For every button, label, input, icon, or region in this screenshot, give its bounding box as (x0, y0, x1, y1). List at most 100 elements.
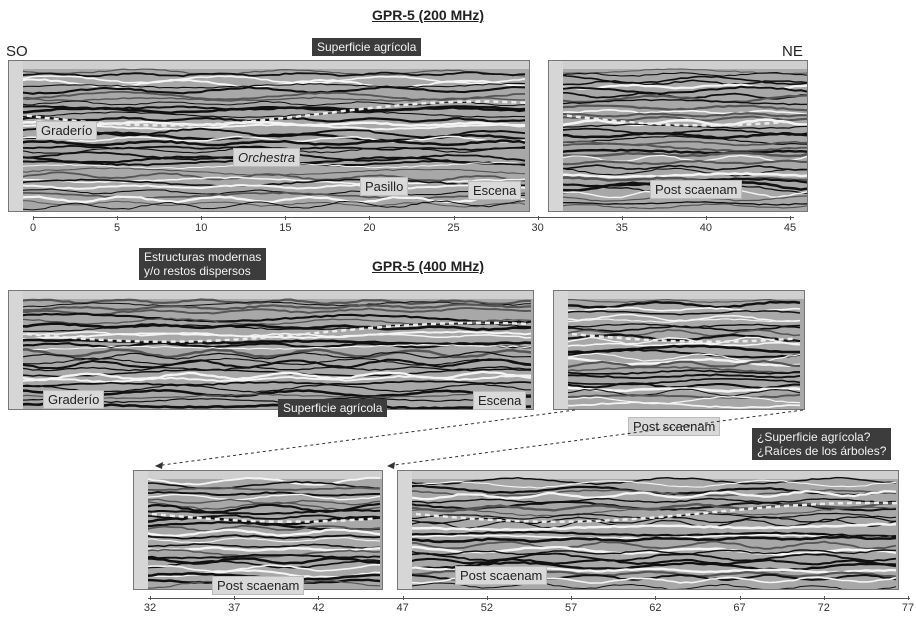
radargram-reflection (9, 303, 532, 312)
radargram-reflection (9, 85, 526, 95)
radargram-reflection (9, 111, 526, 119)
bottom-axis-tickmark (571, 596, 573, 600)
label-graderio-mid: Graderío (43, 390, 105, 409)
radargram-reflection (398, 535, 897, 544)
top-axis-tick-label: 25 (447, 222, 460, 234)
radargram-reflection (9, 144, 526, 152)
radargram-reflection (134, 524, 381, 532)
radargram-reflection (9, 200, 526, 211)
title-200mhz: GPR-5 (200 MHz) (372, 7, 485, 23)
top-axis-tickmark (453, 216, 455, 220)
radargram-reflection (398, 561, 897, 572)
radargram-reflection (9, 171, 526, 182)
radargram-reflection (9, 331, 532, 339)
radargram-reflection (554, 341, 801, 348)
radargram-reflection (9, 139, 526, 147)
radargram-scale-strip (9, 291, 533, 299)
label-orchestra: Orchestra (233, 148, 301, 167)
radargram-400-right (553, 290, 805, 410)
radargram-reflection (134, 498, 381, 506)
interpretation-dashed-line (134, 511, 375, 523)
top-axis-tickmark (33, 216, 34, 220)
top-axis-tickmark (285, 216, 287, 220)
bottom-axis-tick-label: 62 (649, 602, 662, 614)
interpretation-dashed-line (9, 100, 529, 127)
top-axis-tick-label: 45 (783, 222, 797, 234)
top-axis-tickmark (705, 216, 707, 220)
radargram-reflection (398, 540, 897, 550)
radargram-reflection (9, 146, 526, 154)
radargram-reflection (549, 148, 807, 155)
bottom-axis-tickmark (823, 596, 825, 600)
bottom-axis-tickmark (655, 596, 657, 600)
arrow-right-icon (387, 462, 395, 469)
radargram-reflection (9, 344, 532, 351)
radargram-reflection (554, 373, 801, 380)
top-axis-tick-label: 35 (615, 222, 628, 234)
radargram-reflection (9, 68, 526, 77)
bottom-axis-tickmark (150, 596, 151, 600)
radargram-reflection (134, 537, 381, 544)
bottom-axis-tick-label: 57 (564, 602, 578, 614)
radargram-bottom-right (397, 470, 899, 590)
bottom-axis-tick-label: 52 (480, 602, 493, 614)
bottom-axis-line (148, 598, 910, 599)
top-axis-tick-label: 15 (279, 222, 292, 234)
label-post-mid: Post scaenam (628, 417, 721, 436)
radargram-reflection (554, 369, 801, 375)
radargram-reflection (549, 127, 807, 136)
radargram-reflection (549, 172, 807, 179)
title-400mhz: GPR-5 (400 MHz) (372, 258, 485, 274)
radargram-400-left (8, 290, 534, 410)
radargram-400-left-image (9, 291, 533, 409)
label-escena-mid: Escena (473, 391, 527, 410)
radargram-reflection (398, 530, 897, 538)
radargram-reflection (9, 366, 532, 372)
bottom-axis-tickmark (908, 596, 909, 600)
radargram-depth-strip (554, 291, 568, 409)
top-axis-tickmark (117, 216, 119, 220)
radargram-reflection (398, 516, 897, 525)
radargram-reflection (549, 203, 807, 210)
bottom-axis-tickmark (402, 596, 404, 600)
radargram-reflection (549, 131, 807, 140)
interpretation-dashed-line (398, 501, 898, 523)
radargram-reflection (9, 105, 526, 115)
radargram-reflection (549, 98, 807, 106)
radargram-reflection (549, 140, 807, 147)
radargram-reflection (134, 556, 381, 565)
radargram-reflection (554, 310, 801, 316)
top-axis-tick-label: 10 (195, 222, 208, 234)
radargram-reflection (9, 183, 526, 190)
label-question: ¿Superficie agrícola? ¿Raíces de los árb… (752, 428, 892, 460)
radargram-bottom-right-image (398, 471, 898, 589)
radargram-reflection (398, 557, 897, 566)
radargram-reflection (134, 508, 381, 516)
radargram-reflection (549, 104, 807, 112)
radargram-reflection (554, 328, 801, 337)
bottom-axis-tickmark (318, 596, 320, 600)
radargram-reflection (398, 506, 897, 517)
radargram-reflection (9, 100, 526, 107)
radargram-reflection (398, 476, 897, 486)
arrow-left-icon (155, 462, 163, 469)
bottom-axis-tick-label: 42 (312, 602, 325, 614)
top-axis-tick-label: 20 (363, 222, 376, 234)
radargram-reflection (554, 359, 801, 370)
radargram-reflection (398, 552, 897, 562)
radargram-reflection (554, 385, 801, 393)
radargram-reflection (398, 479, 897, 489)
radargram-reflection (134, 476, 381, 486)
radargram-reflection (9, 380, 532, 388)
radargram-reflection (554, 348, 801, 359)
top-axis-line (34, 217, 794, 218)
radargram-reflection (398, 522, 897, 532)
radargram-reflection (9, 374, 532, 384)
bottom-axis-tick-label: 32 (143, 602, 157, 614)
radargram-scale-strip (134, 471, 382, 479)
radargram-reflection (398, 497, 896, 504)
radargram-reflection (549, 112, 807, 118)
radargram-reflection (9, 368, 532, 378)
interpretation-dashed-line (9, 321, 530, 343)
bottom-axis-tick-label: 77 (901, 602, 915, 614)
